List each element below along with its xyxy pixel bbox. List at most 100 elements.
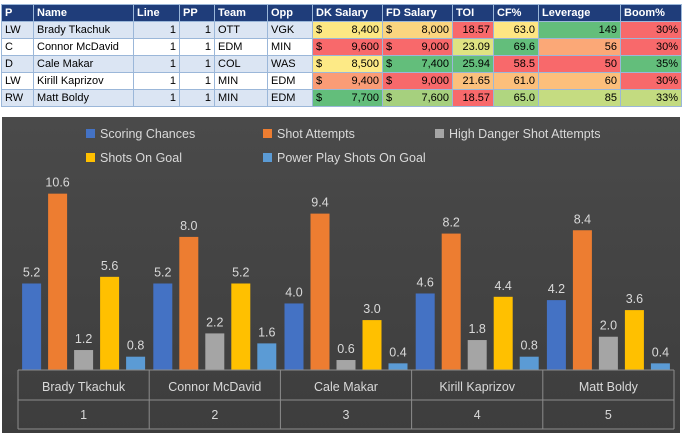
col-header-line[interactable]: Line (133, 4, 180, 22)
cell-fd-salary[interactable]: $7,400 (382, 55, 453, 73)
bar[interactable] (336, 360, 356, 370)
cell-opp[interactable]: MIN (267, 38, 313, 56)
cell-dk-salary[interactable]: $8,400 (312, 21, 383, 39)
cell-position[interactable]: LW (1, 72, 34, 90)
cell-fd-salary[interactable]: $8,000 (382, 21, 453, 39)
bar[interactable] (441, 233, 461, 370)
col-header-opp[interactable]: Opp (267, 4, 313, 22)
bar[interactable] (153, 283, 173, 370)
cell-team[interactable]: MIN (214, 89, 268, 107)
col-header-boom[interactable]: Boom% (620, 4, 682, 22)
cell-team[interactable]: COL (214, 55, 268, 73)
cell-team[interactable]: EDM (214, 38, 268, 56)
bar[interactable] (467, 340, 487, 370)
cell-dk-salary[interactable]: $8,500 (312, 55, 383, 73)
bar[interactable] (598, 336, 618, 370)
cell-cf[interactable]: 69.6 (493, 38, 539, 56)
cell-line[interactable]: 1 (133, 89, 180, 107)
cell-cf[interactable]: 63.0 (493, 21, 539, 39)
cell-pp[interactable]: 1 (179, 21, 215, 39)
cell-team[interactable]: OTT (214, 21, 268, 39)
bar[interactable] (624, 310, 644, 370)
cell-cf[interactable]: 65.0 (493, 89, 539, 107)
cell-dk-salary[interactable]: $7,700 (312, 89, 383, 107)
cell-opp[interactable]: WAS (267, 55, 313, 73)
currency-symbol: $ (386, 24, 393, 36)
cell-leverage[interactable]: 50 (538, 55, 621, 73)
col-header-p[interactable]: P (1, 4, 34, 22)
bar[interactable] (100, 276, 120, 370)
bar[interactable] (546, 300, 566, 370)
cell-pp[interactable]: 1 (179, 72, 215, 90)
bar[interactable] (415, 293, 435, 370)
col-header-cf[interactable]: CF% (493, 4, 539, 22)
cell-pp[interactable]: 1 (179, 89, 215, 107)
cell-leverage[interactable]: 60 (538, 72, 621, 90)
cell-opp[interactable]: EDM (267, 72, 313, 90)
cell-fd-salary[interactable]: $9,000 (382, 72, 453, 90)
cell-line[interactable]: 1 (133, 72, 180, 90)
bar[interactable] (48, 193, 68, 370)
col-header-toi[interactable]: TOI (452, 4, 494, 22)
cell-toi[interactable]: 18.57 (452, 89, 494, 107)
col-header-leverage[interactable]: Leverage (538, 4, 621, 22)
cell-pp[interactable]: 1 (179, 55, 215, 73)
cell-position[interactable]: LW (1, 21, 34, 39)
col-header-name[interactable]: Name (33, 4, 134, 22)
cell-cf[interactable]: 58.5 (493, 55, 539, 73)
bar[interactable] (205, 333, 225, 370)
col-header-fd-salary[interactable]: FD Salary (382, 4, 453, 22)
bar[interactable] (650, 363, 670, 370)
cell-name[interactable]: Kirill Kaprizov (33, 72, 134, 90)
cell-boom[interactable]: 33% (620, 89, 682, 107)
bar[interactable] (519, 356, 539, 370)
col-header-team[interactable]: Team (214, 4, 268, 22)
salary-value: 7,400 (421, 58, 449, 70)
cell-boom[interactable]: 30% (620, 72, 682, 90)
bar[interactable] (310, 213, 330, 370)
cell-toi[interactable]: 23.09 (452, 38, 494, 56)
bar[interactable] (179, 236, 199, 370)
bar[interactable] (388, 363, 408, 370)
cell-fd-salary[interactable]: $9,000 (382, 38, 453, 56)
cell-line[interactable]: 1 (133, 55, 180, 73)
cell-toi[interactable]: 21.65 (452, 72, 494, 90)
bar[interactable] (74, 350, 94, 370)
col-header-pp[interactable]: PP (179, 4, 215, 22)
bar[interactable] (126, 356, 146, 370)
cell-name[interactable]: Connor McDavid (33, 38, 134, 56)
cell-opp[interactable]: VGK (267, 21, 313, 39)
cell-name[interactable]: Brady Tkachuk (33, 21, 134, 39)
cell-position[interactable]: C (1, 38, 34, 56)
bar[interactable] (493, 296, 513, 370)
cell-name[interactable]: Cale Makar (33, 55, 134, 73)
cell-team[interactable]: MIN (214, 72, 268, 90)
cell-pp[interactable]: 1 (179, 38, 215, 56)
cell-opp[interactable]: EDM (267, 89, 313, 107)
cell-dk-salary[interactable]: $9,400 (312, 72, 383, 90)
cell-position[interactable]: D (1, 55, 34, 73)
bar[interactable] (22, 283, 42, 370)
cell-boom[interactable]: 30% (620, 21, 682, 39)
cell-leverage[interactable]: 56 (538, 38, 621, 56)
col-header-dk-salary[interactable]: DK Salary (312, 4, 383, 22)
cell-toi[interactable]: 25.94 (452, 55, 494, 73)
stats-chart[interactable]: Scoring Chances Shot Attempts High Danger … (2, 117, 680, 433)
cell-leverage[interactable]: 149 (538, 21, 621, 39)
cell-leverage[interactable]: 85 (538, 89, 621, 107)
cell-boom[interactable]: 30% (620, 38, 682, 56)
cell-line[interactable]: 1 (133, 21, 180, 39)
cell-dk-salary[interactable]: $9,600 (312, 38, 383, 56)
cell-position[interactable]: RW (1, 89, 34, 107)
cell-cf[interactable]: 61.0 (493, 72, 539, 90)
bar[interactable] (257, 343, 277, 370)
bar[interactable] (362, 320, 382, 370)
cell-toi[interactable]: 18.57 (452, 21, 494, 39)
bar[interactable] (231, 283, 251, 370)
bar[interactable] (284, 303, 304, 370)
cell-name[interactable]: Matt Boldy (33, 89, 134, 107)
bar[interactable] (572, 230, 592, 370)
cell-line[interactable]: 1 (133, 38, 180, 56)
cell-boom[interactable]: 35% (620, 55, 682, 73)
cell-fd-salary[interactable]: $7,600 (382, 89, 453, 107)
